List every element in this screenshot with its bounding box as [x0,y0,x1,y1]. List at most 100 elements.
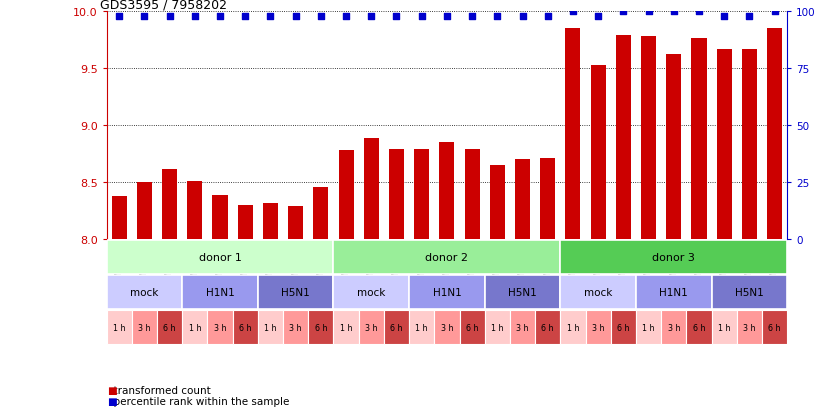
Point [515,14,528,20]
Text: 1 h: 1 h [264,323,276,332]
Text: 6 h: 6 h [163,323,175,332]
Text: percentile rank within the sample: percentile rank within the sample [106,396,288,406]
Bar [257,275,333,309]
Point [667,9,680,16]
Bar [308,311,333,344]
Text: H1N1: H1N1 [432,287,461,297]
Text: 6 h: 6 h [314,323,327,332]
Text: H1N1: H1N1 [206,287,234,297]
Text: ■: ■ [107,396,117,406]
Bar [585,311,610,344]
Text: 6 h: 6 h [390,323,402,332]
Bar [640,38,655,240]
Point [314,14,327,20]
Point [163,14,176,20]
Text: mock: mock [583,287,612,297]
Bar [364,138,378,240]
Text: 1 h: 1 h [566,323,578,332]
Bar [156,311,182,344]
Point [767,9,781,16]
Point [490,14,503,20]
Bar [233,311,257,344]
Point [390,14,403,20]
Bar [716,50,731,240]
Bar [540,159,554,240]
Bar [212,195,228,240]
Point [717,14,730,20]
Bar [509,311,535,344]
Text: ■: ■ [107,385,117,395]
Point [590,14,604,20]
Text: donor 2: donor 2 [425,252,468,262]
Point [339,14,352,20]
Bar [741,50,756,240]
Bar [690,38,706,240]
Bar [665,55,681,240]
Bar [610,311,636,344]
Point [364,14,378,20]
Bar [409,311,434,344]
Text: 3 h: 3 h [138,323,151,332]
Bar [464,150,479,240]
Text: 1 h: 1 h [641,323,654,332]
Point [414,14,428,20]
Bar [287,206,303,240]
Bar [383,311,409,344]
Bar [439,143,454,240]
Bar [736,311,761,344]
Bar [162,169,177,240]
Bar [660,311,686,344]
Point [289,14,302,20]
Bar [559,275,636,309]
Text: donor 3: donor 3 [652,252,695,262]
Bar [711,311,736,344]
Text: mock: mock [130,287,158,297]
Bar [686,311,711,344]
Bar [564,29,580,240]
Bar [333,240,559,274]
Bar [489,166,505,240]
Bar [388,150,404,240]
Text: 6 h: 6 h [465,323,477,332]
Bar [409,275,484,309]
Text: GDS3595 / 7958202: GDS3595 / 7958202 [100,0,227,11]
Bar [559,311,585,344]
Text: 3 h: 3 h [667,323,679,332]
Bar [535,311,559,344]
Text: 3 h: 3 h [289,323,301,332]
Point [691,9,704,16]
Text: 6 h: 6 h [541,323,554,332]
Text: 3 h: 3 h [214,323,226,332]
Bar [313,187,328,240]
Text: 1 h: 1 h [415,323,428,332]
Bar [338,151,353,240]
Bar [106,275,182,309]
Point [566,9,579,16]
Bar [263,203,278,240]
Bar [590,66,605,240]
Point [742,14,755,20]
Bar [106,311,132,344]
Bar [132,311,156,344]
Text: transformed count: transformed count [106,385,210,395]
Point [616,9,629,16]
Text: 6 h: 6 h [692,323,704,332]
Bar [459,311,484,344]
Bar [106,240,333,274]
Bar [766,29,781,240]
Bar [414,150,428,240]
Text: H5N1: H5N1 [508,287,536,297]
Bar [182,275,257,309]
Bar [257,311,283,344]
Bar [358,311,383,344]
Point [213,14,226,20]
Text: 1 h: 1 h [113,323,125,332]
Bar [514,160,529,240]
Bar [182,311,207,344]
Point [465,14,478,20]
Text: 3 h: 3 h [440,323,453,332]
Bar [238,205,252,240]
Bar [434,311,459,344]
Bar [207,311,233,344]
Text: H5N1: H5N1 [734,287,762,297]
